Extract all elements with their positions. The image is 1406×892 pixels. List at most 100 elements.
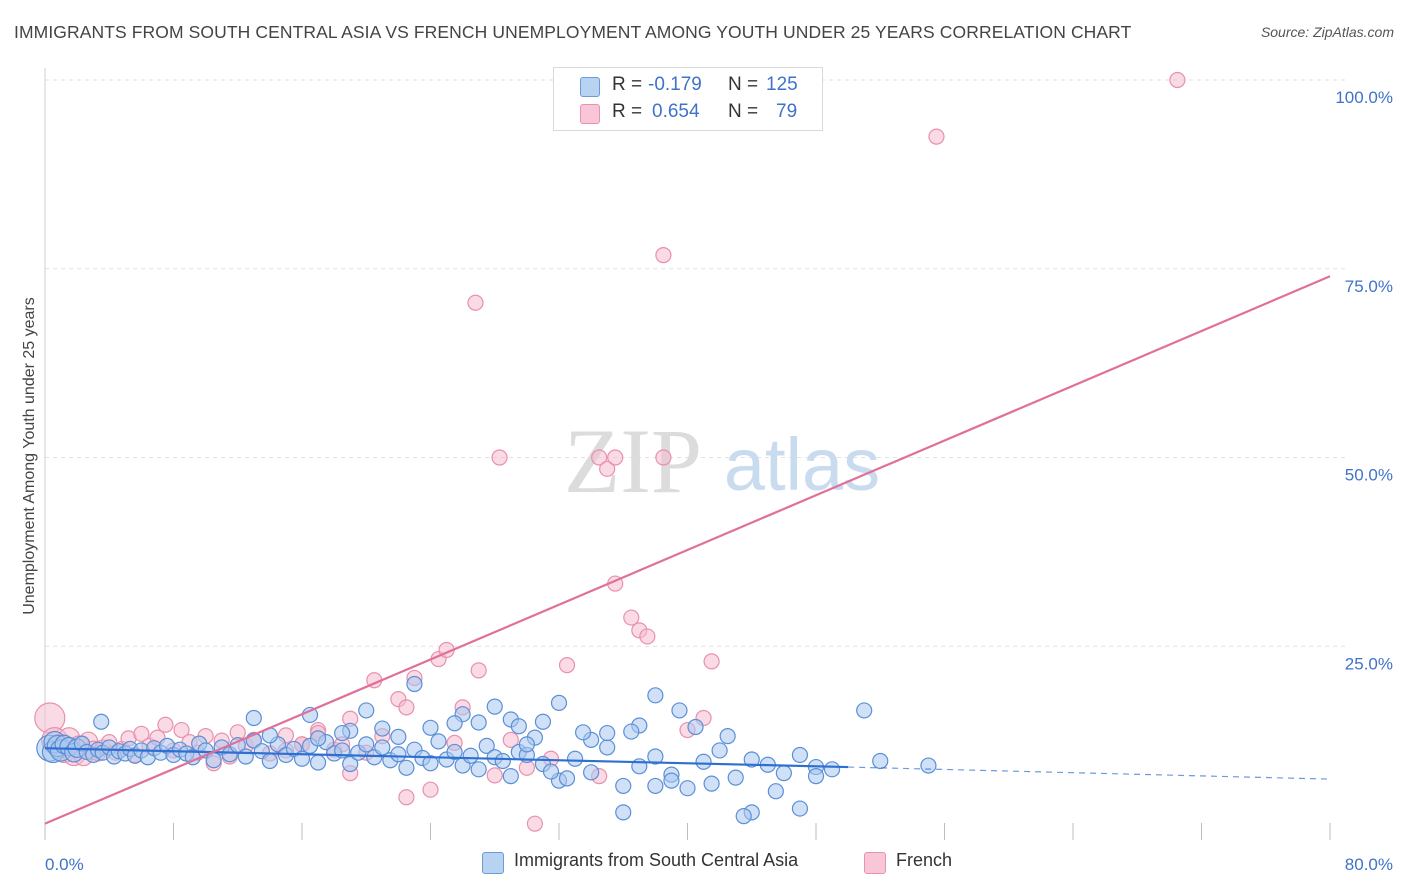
asia-point xyxy=(470,761,487,778)
asia-point xyxy=(623,723,640,740)
asia-point xyxy=(309,730,327,747)
x-tick-label-max: 80.0% xyxy=(1345,855,1393,874)
asia-point xyxy=(687,718,704,736)
asia-point xyxy=(566,750,584,767)
french-point xyxy=(1169,71,1186,89)
asia-point xyxy=(920,757,937,774)
asia-point xyxy=(422,719,439,736)
asia-point xyxy=(446,743,463,761)
trend-lines xyxy=(44,275,1331,825)
grid-lines xyxy=(45,79,1345,647)
asia-point xyxy=(856,702,873,719)
french-point xyxy=(398,789,415,806)
asia-point xyxy=(358,736,375,753)
asia-point xyxy=(534,713,552,730)
bottom-legend-label-asia: Immigrants from South Central Asia xyxy=(514,850,799,870)
asia-point xyxy=(727,769,744,786)
watermark: ZIP atlas xyxy=(564,410,880,512)
french-point xyxy=(133,725,150,742)
french-point xyxy=(467,294,484,311)
asia-point xyxy=(398,759,415,776)
legend-r-value-asia: -0.179 xyxy=(648,74,702,95)
asia-point xyxy=(518,736,535,753)
legend-swatch-asia xyxy=(580,77,600,97)
asia-point xyxy=(719,727,736,745)
french-point xyxy=(526,815,544,832)
tick-labels: 100.0% 75.0% 50.0% 25.0% 0.0% 80.0% xyxy=(45,88,1393,874)
asia-point xyxy=(735,808,752,825)
french-point xyxy=(623,609,640,626)
asia-point xyxy=(791,800,809,817)
french-point xyxy=(422,781,439,798)
asia-point xyxy=(807,768,825,785)
x-tick-label-min: 0.0% xyxy=(45,855,84,874)
legend-r-label-2: R = xyxy=(612,101,643,122)
french-point xyxy=(639,628,656,645)
asia-point xyxy=(767,783,784,800)
asia-point xyxy=(390,728,407,745)
french-point xyxy=(599,460,616,477)
french-point xyxy=(655,449,672,466)
asia-point xyxy=(261,752,278,770)
french-point xyxy=(491,449,508,466)
french-point xyxy=(470,662,487,679)
asia-point xyxy=(615,804,632,821)
french-point xyxy=(398,699,415,716)
asia-point xyxy=(446,715,463,732)
asia-point xyxy=(422,755,439,772)
legend-n-label-2: N = xyxy=(728,101,759,122)
asia-point xyxy=(309,754,327,771)
french-point xyxy=(558,657,576,674)
legend-row-french: R = 0.654 N = 79 xyxy=(580,101,820,127)
asia-points xyxy=(36,675,937,825)
asia-point xyxy=(245,709,262,727)
asia-point xyxy=(647,687,664,704)
legend-n-value-french: 79 xyxy=(776,101,798,122)
asia-point xyxy=(390,746,407,763)
asia-point xyxy=(470,714,487,731)
legend-row-asia: R = -0.179 N = 125 xyxy=(580,74,820,100)
asia-point xyxy=(334,724,351,742)
y-tick-label: 50.0% xyxy=(1345,466,1393,485)
asia-point xyxy=(462,747,479,764)
asia-point xyxy=(599,739,616,756)
asia-point xyxy=(791,746,809,764)
french-trend-line xyxy=(44,275,1331,825)
asia-point xyxy=(486,698,503,715)
asia-point xyxy=(374,739,391,756)
asia-point xyxy=(599,724,616,742)
legend-r-value-french: 0.654 xyxy=(652,101,700,122)
asia-point xyxy=(550,694,568,711)
asia-point xyxy=(583,764,600,781)
legend-n-label-1: N = xyxy=(728,74,759,95)
french-point xyxy=(607,449,624,466)
asia-point xyxy=(374,720,391,737)
french-point xyxy=(157,716,174,733)
asia-point xyxy=(823,761,841,778)
asia-point xyxy=(510,718,527,735)
watermark-atlas: atlas xyxy=(724,423,880,506)
french-point xyxy=(928,128,945,145)
asia-point xyxy=(647,777,664,795)
y-tick-label: 25.0% xyxy=(1345,654,1393,673)
asia-trend-line-extension xyxy=(848,766,1331,780)
french-point xyxy=(655,247,672,264)
asia-point xyxy=(494,752,511,770)
legend-swatch-french xyxy=(580,104,600,124)
asia-trend-line xyxy=(44,747,849,769)
asia-point xyxy=(502,768,519,785)
asia-point xyxy=(775,764,792,782)
french-points xyxy=(34,71,1186,832)
asia-point xyxy=(615,777,632,795)
asia-point xyxy=(647,748,664,765)
y-tick-label: 75.0% xyxy=(1345,277,1393,296)
asia-point xyxy=(695,753,712,770)
asia-point xyxy=(743,751,760,768)
asia-point xyxy=(342,755,359,773)
asia-point xyxy=(711,742,728,759)
bottom-legend-swatch-french xyxy=(864,852,886,874)
french-point xyxy=(703,653,720,670)
asia-point xyxy=(237,748,254,765)
french-point xyxy=(591,449,608,466)
